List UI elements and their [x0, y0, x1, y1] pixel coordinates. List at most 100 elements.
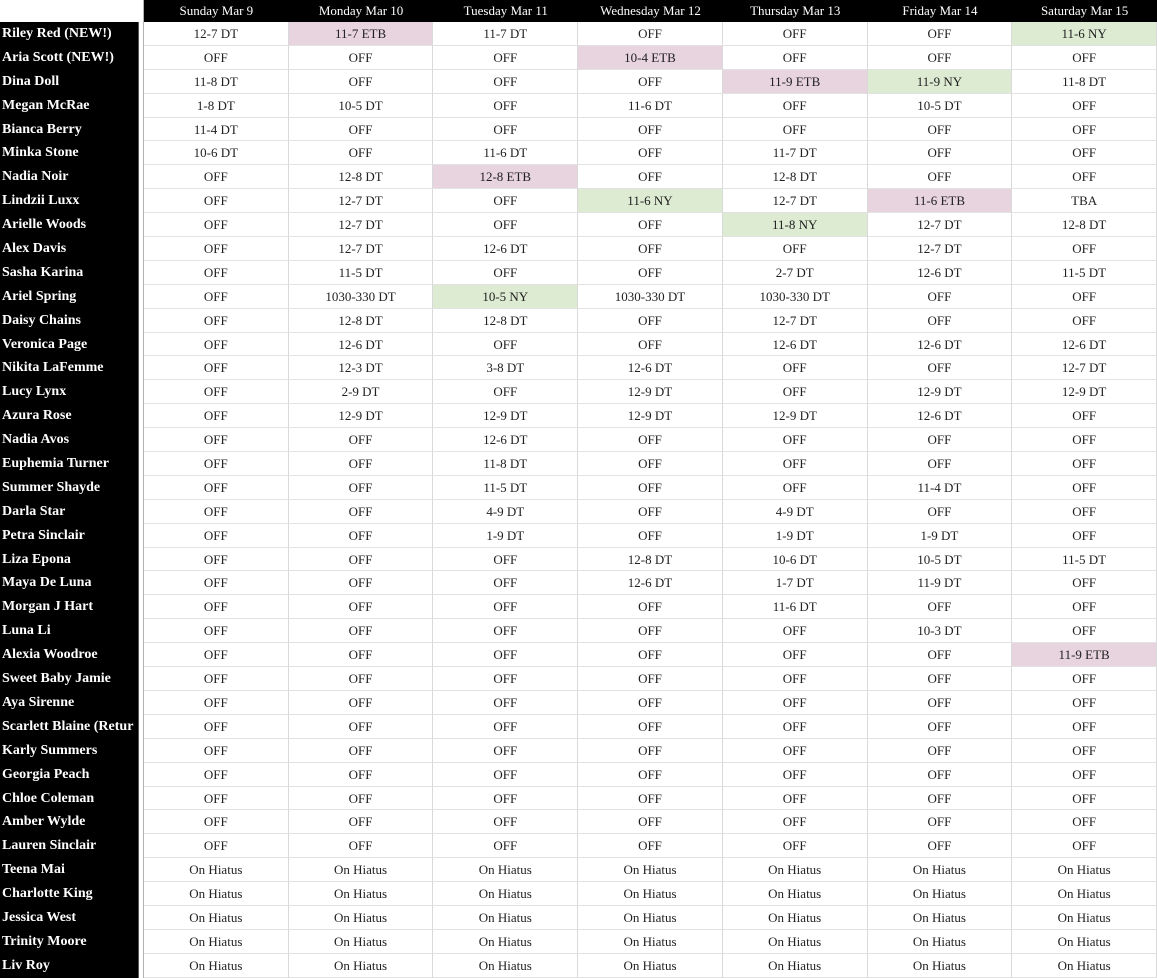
shift-cell[interactable]: On Hiatus	[144, 882, 289, 906]
performer-name[interactable]: Riley Red (NEW!)	[0, 22, 138, 46]
shift-cell[interactable]: 11-4 DT	[144, 117, 289, 142]
shift-cell[interactable]: 12-7 DT	[722, 189, 868, 214]
shift-cell[interactable]: 12-3 DT	[288, 356, 434, 381]
shift-cell[interactable]: On Hiatus	[288, 905, 434, 930]
column-header-saturday[interactable]: Saturday Mar 15	[1012, 0, 1157, 22]
shift-cell[interactable]: 12-6 DT	[867, 260, 1013, 285]
shift-cell[interactable]: OFF	[722, 452, 868, 476]
shift-cell[interactable]: 12-9 DT	[1012, 380, 1157, 405]
performer-name[interactable]: Teena Mai	[0, 858, 138, 883]
shift-cell[interactable]: OFF	[433, 786, 579, 811]
shift-cell[interactable]: OFF	[288, 619, 434, 644]
shift-cell[interactable]: OFF	[288, 738, 434, 763]
shift-cell[interactable]: OFF	[722, 667, 868, 691]
column-header-friday[interactable]: Friday Mar 14	[867, 0, 1013, 22]
performer-name[interactable]: Maya De Luna	[0, 571, 138, 596]
shift-cell[interactable]: 10-5 NY	[433, 284, 579, 309]
performer-name[interactable]: Petra Sinclair	[0, 523, 138, 548]
shift-cell[interactable]: OFF	[1012, 45, 1157, 70]
shift-cell[interactable]: OFF	[144, 189, 289, 214]
shift-cell[interactable]: OFF	[578, 595, 723, 620]
shift-cell[interactable]: OFF	[1012, 523, 1157, 548]
shift-cell[interactable]: OFF	[578, 452, 723, 476]
performer-name[interactable]: Summer Shayde	[0, 475, 138, 500]
shift-cell[interactable]: OFF	[867, 308, 1013, 333]
shift-cell[interactable]: On Hiatus	[288, 858, 434, 883]
shift-cell[interactable]: OFF	[288, 141, 434, 166]
shift-cell[interactable]: OFF	[722, 380, 868, 405]
shift-cell[interactable]: OFF	[722, 690, 868, 715]
shift-cell[interactable]: 11-5 DT	[288, 260, 434, 285]
shift-cell[interactable]: On Hiatus	[1012, 929, 1157, 954]
shift-cell[interactable]: 10-6 DT	[144, 141, 289, 166]
shift-cell[interactable]: 11-8 DT	[1012, 69, 1157, 94]
shift-cell[interactable]: OFF	[578, 810, 723, 835]
shift-cell[interactable]: 12-8 DT	[1012, 213, 1157, 238]
shift-cell[interactable]: On Hiatus	[867, 953, 1013, 978]
shift-cell[interactable]: OFF	[578, 738, 723, 763]
performer-name[interactable]: Morgan J Hart	[0, 595, 138, 620]
shift-cell[interactable]: 12-7 DT	[144, 22, 289, 46]
performer-name[interactable]: Lauren Sinclair	[0, 834, 138, 859]
shift-cell[interactable]: 11-7 DT	[722, 141, 868, 166]
performer-name[interactable]: Georgia Peach	[0, 762, 138, 787]
shift-cell[interactable]: On Hiatus	[867, 858, 1013, 883]
performer-name[interactable]: Liv Roy	[0, 953, 138, 978]
shift-cell[interactable]: On Hiatus	[433, 953, 579, 978]
shift-cell[interactable]: OFF	[578, 332, 723, 357]
shift-cell[interactable]: OFF	[578, 762, 723, 787]
shift-cell[interactable]: OFF	[433, 189, 579, 214]
shift-cell[interactable]: OFF	[144, 499, 289, 524]
shift-cell[interactable]: 1-9 DT	[433, 523, 579, 548]
shift-cell[interactable]: OFF	[288, 499, 434, 524]
shift-cell[interactable]: OFF	[433, 619, 579, 644]
shift-cell[interactable]: OFF	[722, 810, 868, 835]
shift-cell[interactable]: OFF	[1012, 810, 1157, 835]
shift-cell[interactable]: OFF	[433, 810, 579, 835]
shift-cell[interactable]: OFF	[1012, 284, 1157, 309]
shift-cell[interactable]: On Hiatus	[867, 929, 1013, 954]
shift-cell[interactable]: OFF	[1012, 762, 1157, 787]
shift-cell[interactable]: On Hiatus	[288, 929, 434, 954]
shift-cell[interactable]: 12-9 DT	[433, 404, 579, 429]
shift-cell[interactable]: OFF	[578, 523, 723, 548]
shift-cell[interactable]: OFF	[433, 762, 579, 787]
shift-cell[interactable]: OFF	[433, 571, 579, 596]
shift-cell[interactable]: 11-7 DT	[433, 22, 579, 46]
shift-cell[interactable]: OFF	[722, 834, 868, 859]
shift-cell[interactable]: OFF	[433, 643, 579, 668]
shift-cell[interactable]: OFF	[578, 22, 723, 46]
shift-cell[interactable]: 11-5 DT	[433, 475, 579, 500]
shift-cell[interactable]: OFF	[433, 213, 579, 238]
shift-cell[interactable]: 12-6 DT	[433, 237, 579, 261]
performer-name[interactable]: Luna Li	[0, 619, 138, 644]
shift-cell[interactable]: OFF	[1012, 714, 1157, 739]
shift-cell[interactable]: OFF	[288, 523, 434, 548]
shift-cell[interactable]: OFF	[722, 117, 868, 142]
shift-cell[interactable]: OFF	[144, 738, 289, 763]
shift-cell[interactable]: OFF	[288, 834, 434, 859]
shift-cell[interactable]: On Hiatus	[578, 858, 723, 883]
shift-cell[interactable]: OFF	[288, 690, 434, 715]
shift-cell[interactable]: On Hiatus	[433, 882, 579, 906]
shift-cell[interactable]: On Hiatus	[867, 905, 1013, 930]
column-header-sunday[interactable]: Sunday Mar 9	[144, 0, 289, 22]
shift-cell[interactable]: OFF	[578, 237, 723, 261]
shift-cell[interactable]: 11-5 DT	[1012, 547, 1157, 572]
shift-cell[interactable]: 12-9 DT	[867, 380, 1013, 405]
shift-cell[interactable]: 12-8 DT	[288, 308, 434, 333]
shift-cell[interactable]: OFF	[867, 284, 1013, 309]
shift-cell[interactable]: OFF	[1012, 475, 1157, 500]
shift-cell[interactable]: 2-9 DT	[288, 380, 434, 405]
shift-cell[interactable]: 11-6 DT	[433, 141, 579, 166]
shift-cell[interactable]: OFF	[722, 643, 868, 668]
shift-cell[interactable]: 12-9 DT	[578, 380, 723, 405]
shift-cell[interactable]: OFF	[578, 643, 723, 668]
shift-cell[interactable]: OFF	[288, 810, 434, 835]
shift-cell[interactable]: OFF	[578, 786, 723, 811]
shift-cell[interactable]: OFF	[144, 308, 289, 333]
performer-name[interactable]: Sasha Karina	[0, 260, 138, 285]
shift-cell[interactable]: 4-9 DT	[722, 499, 868, 524]
shift-cell[interactable]: OFF	[867, 714, 1013, 739]
performer-name[interactable]: Darla Star	[0, 499, 138, 524]
